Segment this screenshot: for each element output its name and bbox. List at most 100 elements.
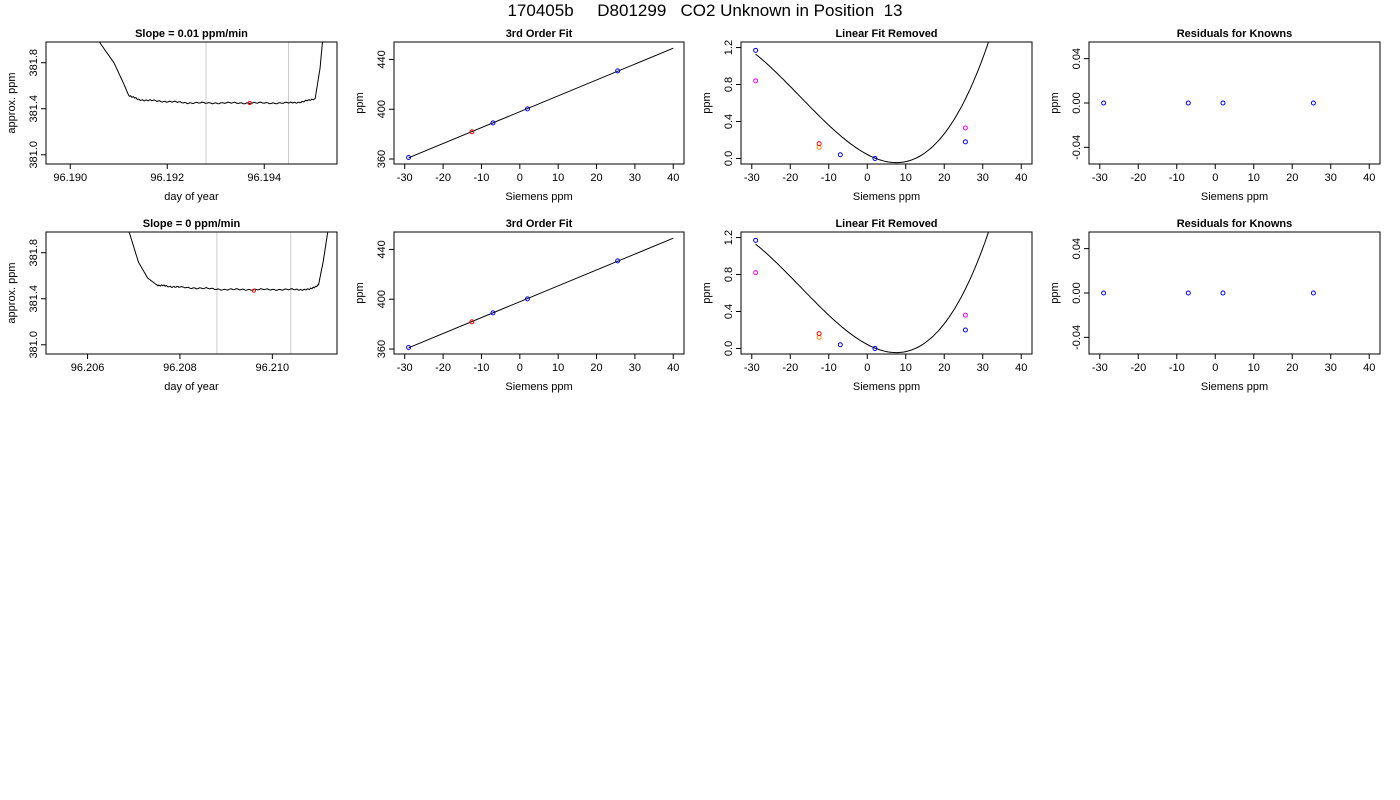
plot-frame <box>740 41 1033 165</box>
y-tick-label: -0.04 <box>1071 135 1083 160</box>
x-tick-label: 40 <box>667 362 679 374</box>
known-point <box>1101 290 1107 296</box>
chart-title: Linear Fit Removed <box>835 218 937 230</box>
chart-panel-6: 3rd Order Fit -30 -20 -10 0 10 20 30 40 360 400 440… <box>354 218 685 393</box>
fit-line <box>408 47 674 159</box>
x-tick-label: 0 <box>864 362 870 374</box>
x-axis-label: Siemens ppm <box>1201 381 1268 393</box>
x-tick-label: 96.206 <box>71 362 105 374</box>
plot-area <box>1101 290 1316 296</box>
known-point <box>524 106 530 112</box>
x-tick-label: 96.210 <box>256 362 290 374</box>
y-tick-label: 400 <box>376 290 388 308</box>
plot-frame <box>740 231 1033 355</box>
unknown-point <box>469 319 475 325</box>
x-tick-label: -20 <box>1130 362 1146 374</box>
removed-known-point <box>753 270 759 276</box>
chart-title: 3rd Order Fit <box>506 218 573 230</box>
x-tick-label: 0 <box>517 172 523 184</box>
y-tick-label: 0.4 <box>723 114 735 129</box>
fit-line <box>408 237 674 349</box>
y-tick-label: 0.8 <box>723 77 735 92</box>
unknown-point <box>816 331 822 337</box>
chart-panel-4: Residuals for Knowns -30 -20 -10 0 10 20 30 40 -0… <box>1049 28 1381 203</box>
x-axis-label: Siemens ppm <box>853 381 920 393</box>
x-tick-label: 10 <box>1248 362 1260 374</box>
known-point <box>872 155 878 161</box>
plot-frame <box>45 231 338 355</box>
x-tick-label: 0 <box>517 362 523 374</box>
x-tick-label: -20 <box>782 362 798 374</box>
x-axis-label: Siemens ppm <box>1201 191 1268 203</box>
chart-panel-7: Linear Fit Removed -30 -20 -10 0 10 20 30 40 0.0 0… <box>701 218 1033 393</box>
known-point <box>1185 290 1191 296</box>
chart-panel-8: Residuals for Knowns -30 -20 -10 0 10 20 30 40 -0… <box>1049 218 1381 393</box>
y-tick-label: 0.8 <box>723 267 735 282</box>
known-point <box>753 47 759 53</box>
y-tick-label: 360 <box>376 150 388 168</box>
plot-area <box>406 47 674 161</box>
plot-area <box>753 232 990 354</box>
y-axis-label: ppm <box>354 92 366 113</box>
y-tick-label: 0.0 <box>723 151 735 166</box>
fit-curve <box>755 232 990 354</box>
unknown-point <box>816 141 822 147</box>
known-point <box>615 258 621 264</box>
plot-frame <box>393 231 685 355</box>
known-point <box>1220 100 1226 106</box>
x-tick-label: 40 <box>1363 172 1375 184</box>
chart-panel-5: Slope = 0 ppm/min 96.206 96.208 96.210 381.0… <box>6 218 338 393</box>
known-point <box>837 152 843 158</box>
x-tick-label: 96.208 <box>163 362 197 374</box>
y-tick-label: 381.8 <box>28 49 40 77</box>
known-point <box>490 120 496 126</box>
x-tick-label: -10 <box>1169 362 1185 374</box>
x-tick-label: 20 <box>1286 362 1298 374</box>
unknown-point <box>251 288 256 293</box>
plot-area <box>1101 100 1316 106</box>
fit-curve <box>755 42 990 164</box>
chart-panel-1: Slope = 0.01 ppm/min 96.190 96.192 96.194 38… <box>6 28 338 203</box>
x-tick-label: 30 <box>1325 362 1337 374</box>
y-tick-label: 0.00 <box>1071 92 1083 113</box>
y-axis-label: ppm <box>1049 282 1061 303</box>
x-tick-label: 40 <box>667 172 679 184</box>
x-tick-label: -10 <box>821 362 837 374</box>
known-point <box>753 237 759 243</box>
x-tick-label: -10 <box>474 362 490 374</box>
y-tick-label: 440 <box>376 240 388 258</box>
x-tick-label: -30 <box>744 172 760 184</box>
chart-title: Residuals for Knowns <box>1177 218 1293 230</box>
x-tick-label: 10 <box>900 362 912 374</box>
x-tick-label: 96.190 <box>53 172 87 184</box>
y-tick-label: 381.0 <box>28 331 40 359</box>
x-tick-label: 96.192 <box>150 172 184 184</box>
x-tick-label: -20 <box>435 362 451 374</box>
known-point <box>615 68 621 74</box>
x-tick-label: 20 <box>938 172 950 184</box>
x-tick-label: -30 <box>744 362 760 374</box>
x-tick-label: 30 <box>629 362 641 374</box>
known-point <box>962 139 968 145</box>
chart-title: Slope = 0 ppm/min <box>143 218 241 230</box>
known-point <box>406 155 412 161</box>
x-tick-label: 30 <box>977 172 989 184</box>
known-point <box>1310 290 1316 296</box>
chart-title: Residuals for Knowns <box>1177 28 1293 40</box>
y-tick-label: 440 <box>376 50 388 68</box>
known-point <box>962 327 968 333</box>
known-point <box>490 310 496 316</box>
y-tick-label: 381.0 <box>28 141 40 169</box>
y-tick-label: 360 <box>376 340 388 358</box>
x-tick-label: -10 <box>1169 172 1185 184</box>
chart-panel-3: Linear Fit Removed -30 -20 -10 0 10 20 30 40 0.0 0… <box>701 28 1033 203</box>
y-tick-label: 381.4 <box>28 285 40 313</box>
x-tick-label: 20 <box>590 172 602 184</box>
page-title: 170405b D801299 CO2 Unknown in Position … <box>507 1 903 20</box>
y-tick-label: 400 <box>376 100 388 118</box>
x-tick-label: 10 <box>552 172 564 184</box>
series-line <box>128 232 329 291</box>
y-tick-label: 381.4 <box>28 95 40 123</box>
y-tick-label: 0.4 <box>723 304 735 319</box>
